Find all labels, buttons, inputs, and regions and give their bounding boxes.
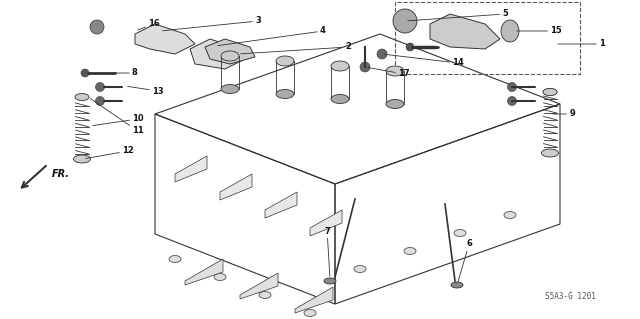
Circle shape: [95, 83, 104, 92]
Ellipse shape: [386, 66, 404, 76]
Ellipse shape: [214, 273, 226, 280]
Ellipse shape: [74, 155, 90, 163]
Ellipse shape: [404, 248, 416, 255]
Text: 3: 3: [163, 17, 260, 31]
Circle shape: [508, 83, 516, 92]
Text: 15: 15: [516, 26, 562, 35]
Text: 5: 5: [408, 10, 508, 21]
Text: S5A3-Ġ 1201: S5A3-Ġ 1201: [545, 292, 596, 301]
Text: 16: 16: [138, 19, 160, 30]
Polygon shape: [135, 24, 195, 54]
Text: 6: 6: [458, 240, 472, 282]
Text: 7: 7: [324, 226, 330, 276]
Text: 11: 11: [90, 99, 144, 136]
Circle shape: [406, 43, 414, 51]
Polygon shape: [190, 39, 245, 69]
Ellipse shape: [75, 93, 89, 100]
Text: 2: 2: [241, 42, 351, 54]
Polygon shape: [310, 210, 342, 236]
Polygon shape: [185, 259, 223, 285]
Circle shape: [508, 97, 516, 106]
Polygon shape: [220, 174, 252, 200]
Text: 13: 13: [128, 86, 164, 95]
Circle shape: [90, 20, 104, 34]
Text: 8: 8: [113, 69, 138, 78]
Ellipse shape: [304, 309, 316, 316]
Ellipse shape: [221, 51, 239, 61]
Ellipse shape: [543, 88, 557, 95]
Circle shape: [81, 69, 89, 77]
Ellipse shape: [386, 100, 404, 108]
Text: 10: 10: [93, 115, 143, 126]
Circle shape: [377, 49, 387, 59]
Text: 14: 14: [385, 54, 464, 68]
Ellipse shape: [331, 61, 349, 71]
Polygon shape: [240, 273, 278, 299]
Circle shape: [95, 97, 104, 106]
Ellipse shape: [169, 256, 181, 263]
Ellipse shape: [331, 94, 349, 103]
Ellipse shape: [221, 85, 239, 93]
Ellipse shape: [454, 229, 466, 236]
Polygon shape: [295, 287, 333, 313]
Polygon shape: [265, 192, 297, 218]
Ellipse shape: [324, 278, 336, 284]
Ellipse shape: [276, 56, 294, 66]
Text: FR.: FR.: [52, 169, 70, 179]
Ellipse shape: [354, 265, 366, 272]
Polygon shape: [175, 156, 207, 182]
Circle shape: [360, 62, 370, 72]
Polygon shape: [205, 39, 255, 64]
Text: 9: 9: [553, 109, 575, 118]
Text: 4: 4: [218, 26, 326, 46]
Ellipse shape: [504, 211, 516, 219]
Polygon shape: [430, 14, 500, 49]
Text: 17: 17: [368, 68, 410, 78]
Ellipse shape: [501, 20, 519, 42]
Circle shape: [393, 9, 417, 33]
Ellipse shape: [541, 149, 559, 157]
Ellipse shape: [543, 88, 557, 95]
Ellipse shape: [259, 292, 271, 299]
Text: 12: 12: [86, 146, 134, 159]
Text: 1: 1: [558, 40, 605, 48]
Ellipse shape: [451, 282, 463, 288]
Ellipse shape: [276, 90, 294, 99]
